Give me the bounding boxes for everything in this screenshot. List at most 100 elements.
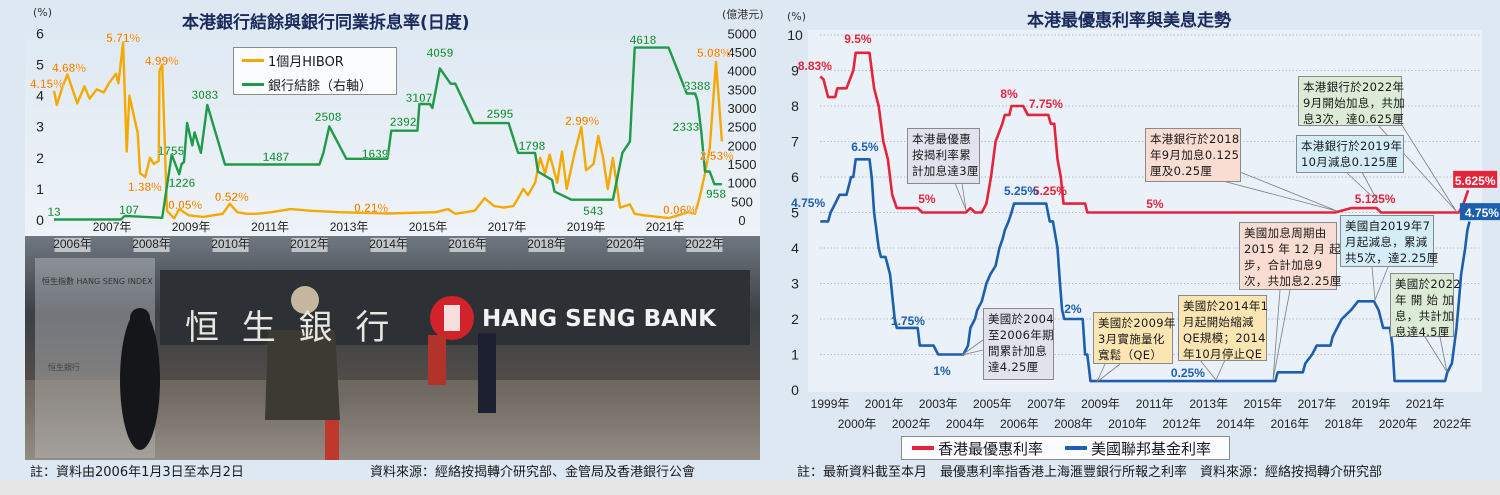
annotation-box: 美國於2022 年 開 始 加息，共計加 息達4.5厘 bbox=[1390, 273, 1461, 339]
annotation-box: 本港銀行於2022年 9月開始加息，共加 息3次，達0.625厘 bbox=[1298, 76, 1406, 126]
data-label: 5.625% bbox=[1455, 174, 1496, 188]
x-tick-label: 2021年 bbox=[1406, 397, 1445, 411]
legend-item-balance: 銀行結餘（右軸） bbox=[242, 75, 388, 94]
x-tick-label: 2017年 bbox=[1298, 397, 1337, 411]
x-tick-label: 2010年 bbox=[211, 237, 250, 251]
x-tick-label: 2009年 bbox=[1081, 397, 1120, 411]
x-tick-label: 2013年 bbox=[1189, 397, 1228, 411]
pedestrian bbox=[478, 333, 496, 413]
y-tick-label: 9 bbox=[791, 63, 799, 79]
x-tick-label: 2011年 bbox=[1136, 397, 1174, 411]
data-label: 958 bbox=[706, 187, 726, 201]
pedestrian bbox=[120, 310, 160, 450]
annotation-line: 達4.25厘 bbox=[988, 360, 1039, 374]
y2-tick-label: 3000 bbox=[728, 101, 757, 116]
photo-sign-chinese: 恒 生 銀 行 bbox=[185, 308, 396, 348]
photo-details bbox=[25, 258, 760, 460]
annotation-pointers bbox=[954, 121, 1457, 383]
legend-item-us-fed: 美國聯邦基金利率 bbox=[1065, 438, 1211, 459]
annotation-line: 月起開始縮減 bbox=[1183, 315, 1254, 329]
shopping-bag bbox=[325, 420, 339, 460]
x-tick-label: 2020年 bbox=[606, 237, 645, 251]
x-tick-label: 2018年 bbox=[527, 237, 566, 251]
x-tick-label: 2006年 bbox=[1000, 417, 1039, 431]
annotation-line: 月起減息，累減 bbox=[1345, 235, 1428, 249]
legend-swatch bbox=[242, 59, 264, 62]
data-label: 1798 bbox=[519, 139, 546, 153]
pedestrian bbox=[265, 330, 340, 420]
x-tick-label: 2010年 bbox=[1108, 417, 1147, 431]
y2-tick-label: 1500 bbox=[728, 157, 757, 172]
annotation-box: 本港最優惠 按揭利率累 計加息達3厘 bbox=[907, 128, 980, 184]
pedestrian-head bbox=[291, 286, 319, 314]
x-tick-label: 2016年 bbox=[448, 237, 487, 251]
data-label: 543 bbox=[583, 204, 603, 218]
right-legend: 香港最優惠利率 美國聯邦基金利率 bbox=[901, 436, 1230, 460]
legend-item-hk-prime: 香港最優惠利率 bbox=[912, 438, 1043, 459]
x-tick-bg bbox=[607, 238, 644, 252]
data-label: 4059 bbox=[427, 46, 454, 60]
left-chart-title: 本港銀行結餘與銀行同業拆息率(日度) bbox=[182, 13, 470, 33]
x-tick-label: 2016年 bbox=[1271, 417, 1310, 431]
pointer bbox=[1424, 336, 1448, 373]
y2-tick-label: 2000 bbox=[728, 138, 757, 153]
photo-sign-english: HANG SENG BANK bbox=[482, 306, 716, 332]
annotation-line: 厘及0.25厘 bbox=[1150, 164, 1213, 178]
y-tick-label: 3 bbox=[36, 119, 44, 135]
data-label: 1.38% bbox=[128, 180, 162, 194]
data-label: 6.5% bbox=[851, 140, 879, 154]
x-tick-label: 2014年 bbox=[1216, 417, 1255, 431]
x-tick-bg bbox=[212, 238, 249, 252]
data-label: 5.25% bbox=[1004, 184, 1038, 198]
data-label: 4.75% bbox=[1465, 206, 1499, 220]
data-label: 0.21% bbox=[354, 201, 388, 215]
annotation-line: 年 開 始 加 bbox=[1395, 293, 1455, 307]
right-chart: 0 1 2 3 4 5 6 7 8 9 10 1999年 2000年 2001年 2002年 2003年 200… bbox=[787, 27, 1500, 431]
pointer bbox=[1199, 359, 1226, 381]
data-label: 2508 bbox=[315, 110, 342, 124]
data-label: 2392 bbox=[390, 115, 417, 129]
annotation-box: 美國於2004 至2006年期 間累計加息 達4.25厘 bbox=[983, 308, 1054, 380]
x-tick-label: 2007年 bbox=[1027, 397, 1066, 411]
data-label: 2% bbox=[1064, 302, 1082, 316]
x-tick-label: 2008年 bbox=[132, 237, 171, 251]
data-label: 4.75% bbox=[791, 196, 825, 210]
y2-tick-label: 5000 bbox=[728, 26, 757, 41]
x-tick-label: 2003年 bbox=[919, 397, 958, 411]
data-label: 1% bbox=[933, 364, 951, 378]
left-y2-unit: (億港元) bbox=[722, 8, 764, 21]
y2-tick-label: 500 bbox=[731, 194, 753, 209]
annotation-line: 息3次，達0.625厘 bbox=[1303, 112, 1405, 126]
data-label: 9.5% bbox=[844, 32, 872, 46]
y-tick-label: 3 bbox=[791, 276, 799, 292]
data-label: 3388 bbox=[684, 79, 711, 93]
x-tick-label: 2011年 bbox=[251, 220, 289, 234]
legend-swatch bbox=[912, 446, 934, 450]
data-label: 0.05% bbox=[168, 198, 202, 212]
legend-item-hibor: 1個月HIBOR bbox=[242, 51, 388, 70]
photo-sign-index: 恒生指數 HANG SENG INDEX bbox=[42, 277, 153, 286]
annotation-box: 美國加息周期由 2015 年 12 月 起步，合計加息9 次，共加息2.25厘 bbox=[1239, 222, 1341, 290]
annotation-line: 9月開始加息，共加 bbox=[1303, 96, 1406, 110]
legend-swatch bbox=[242, 83, 264, 86]
data-label-box bbox=[1453, 170, 1498, 188]
data-label: 0.25% bbox=[1171, 366, 1205, 380]
legend-label: 1個月HIBOR bbox=[268, 55, 344, 70]
x-tick-label: 2015年 bbox=[1243, 397, 1282, 411]
x-tick-label: 2005年 bbox=[973, 397, 1012, 411]
annotation-line: 美國於2009年 bbox=[1098, 316, 1176, 330]
y2-tick-label: 4000 bbox=[728, 64, 757, 79]
annotation-line: 至2006年期 bbox=[988, 328, 1054, 342]
x-tick-label: 2012年 bbox=[1162, 417, 1201, 431]
data-label: 4.15% bbox=[30, 77, 64, 91]
annotation-line: 美國於2022 bbox=[1395, 277, 1461, 291]
data-label: 2.99% bbox=[565, 114, 599, 128]
annotation-line: 本港銀行於2019年 bbox=[1301, 139, 1403, 153]
data-label: 1.75% bbox=[891, 314, 925, 328]
y-tick-label: 6 bbox=[791, 169, 799, 185]
pedestrian-head bbox=[130, 308, 150, 328]
annotation-box: 本港銀行於2018 年9月加息0.125 厘及0.25厘 bbox=[1145, 128, 1241, 182]
data-label: 8.83% bbox=[798, 59, 832, 73]
annotation-line: 計加息達3厘 bbox=[912, 164, 979, 178]
